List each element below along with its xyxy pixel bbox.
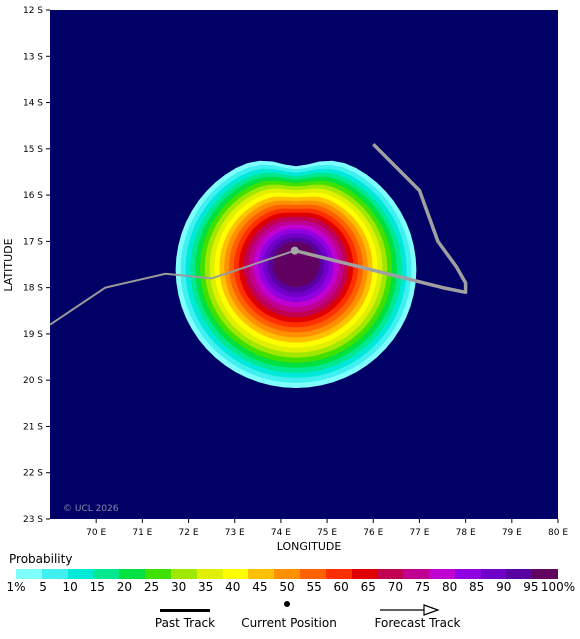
current-position-marker bbox=[290, 246, 299, 255]
latitude-tick-label: 12 S bbox=[23, 6, 43, 16]
storm-tracks bbox=[50, 142, 468, 326]
latitude-tick-label: 17 S bbox=[23, 237, 43, 247]
longitude-tick-label: 70 E bbox=[86, 528, 106, 538]
legend-swatch bbox=[429, 569, 455, 579]
latitude-tick-label: 16 S bbox=[23, 191, 43, 201]
legend-label: 80 bbox=[441, 580, 458, 594]
forecast-track-line bbox=[50, 249, 296, 326]
longitude-tick-label: 72 E bbox=[179, 528, 199, 538]
legend-swatch bbox=[325, 569, 352, 579]
legend-label: 95 bbox=[523, 580, 539, 594]
legend-swatch bbox=[274, 569, 300, 579]
current-position-label: Current Position bbox=[241, 616, 337, 630]
past-track-symbol bbox=[160, 609, 210, 612]
latitude-tick-label: 21 S bbox=[23, 422, 43, 432]
legend-swatch bbox=[377, 569, 404, 579]
longitude-tick-label: 77 E bbox=[409, 528, 429, 538]
legend-color-bar bbox=[16, 569, 559, 579]
longitude-tick-label: 71 E bbox=[132, 528, 152, 538]
legend-swatch bbox=[248, 569, 275, 579]
legend-swatch bbox=[119, 569, 146, 579]
legend-label: 65 bbox=[360, 580, 376, 594]
legend-label: 45 bbox=[252, 580, 268, 594]
longitude-ticks: 70 E 71 E 72 E 73 E 74 E 75 E 76 E 77 E 78 E 79 E… bbox=[86, 519, 568, 538]
longitude-tick-label: 78 E bbox=[456, 528, 476, 538]
legend-swatch bbox=[299, 569, 326, 579]
longitude-tick-label: 79 E bbox=[502, 528, 522, 538]
legend-swatch bbox=[67, 569, 94, 579]
legend-label: 55 bbox=[306, 580, 322, 594]
longitude-tick-label: 74 E bbox=[271, 528, 291, 538]
legend-swatch bbox=[532, 569, 559, 579]
longitude-tick-label: 75 E bbox=[317, 528, 337, 538]
legend-swatch bbox=[41, 569, 68, 579]
past-track-line bbox=[294, 142, 468, 295]
legend-label: 90 bbox=[496, 580, 512, 594]
legend-swatch bbox=[222, 569, 249, 579]
longitude-tick-label: 76 E bbox=[363, 528, 383, 538]
legend-swatch bbox=[170, 569, 197, 579]
legend-label: 5 bbox=[39, 580, 47, 594]
legend-label: 1% bbox=[6, 580, 26, 594]
longitude-axis-title: LONGITUDE bbox=[277, 540, 342, 553]
legend-swatch bbox=[145, 569, 171, 579]
probability-field bbox=[175, 160, 417, 388]
legend-labels: 1% 5 10 15 20 25 30 35 40 45 50 55 60 65 70 75 80 85 90 95 1… bbox=[0, 580, 580, 594]
legend-label: 60 bbox=[333, 580, 349, 594]
latitude-tick-label: 15 S bbox=[23, 145, 43, 155]
latitude-tick-label: 18 S bbox=[23, 284, 43, 294]
legend-label: 100% bbox=[540, 580, 576, 594]
longitude-tick-label: 80 E bbox=[548, 528, 568, 538]
latitude-tick-label: 19 S bbox=[23, 330, 43, 340]
legend-swatch bbox=[403, 569, 429, 579]
legend-label: 30 bbox=[170, 580, 187, 594]
latitude-axis-title: LATITUDE bbox=[2, 238, 15, 291]
legend-swatch bbox=[196, 569, 223, 579]
longitude-tick-label: 73 E bbox=[225, 528, 245, 538]
legend-label: 10 bbox=[62, 580, 78, 594]
copyright-text: © UCL 2026 bbox=[63, 504, 119, 514]
legend-swatch bbox=[351, 569, 378, 579]
legend-swatch bbox=[93, 569, 120, 579]
latitude-tick-label: 13 S bbox=[23, 52, 43, 62]
legend-label: 15 bbox=[89, 580, 105, 594]
legend-swatch bbox=[506, 569, 533, 579]
track-key: Past Track Current Position Forecast Tra… bbox=[0, 598, 580, 638]
legend-label: 75 bbox=[414, 580, 431, 594]
forecast-track-label: Forecast Track bbox=[374, 616, 461, 630]
legend-label: 20 bbox=[116, 580, 133, 594]
legend-label: 25 bbox=[143, 580, 160, 594]
latitude-tick-label: 20 S bbox=[23, 376, 43, 386]
legend-swatch bbox=[454, 569, 481, 579]
latitude-ticks: 12 S 13 S 14 S 15 S 16 S 17 S 18 S 19 S 20 S 21 S… bbox=[23, 6, 50, 525]
legend-label: 35 bbox=[198, 580, 214, 594]
current-position-symbol bbox=[284, 601, 290, 607]
latitude-tick-label: 22 S bbox=[23, 469, 43, 479]
legend-label: 40 bbox=[225, 580, 241, 594]
latitude-tick-label: 23 S bbox=[23, 515, 43, 525]
legend-title: Probability bbox=[9, 552, 73, 566]
forecast-track-symbol bbox=[380, 604, 440, 616]
legend-label: 70 bbox=[387, 580, 404, 594]
latitude-tick-label: 14 S bbox=[23, 99, 43, 109]
legend-label: 50 bbox=[279, 580, 295, 594]
past-track-label: Past Track bbox=[154, 616, 216, 630]
legend-swatch bbox=[480, 569, 507, 579]
legend-swatch bbox=[16, 569, 42, 579]
legend-label: 85 bbox=[469, 580, 485, 594]
